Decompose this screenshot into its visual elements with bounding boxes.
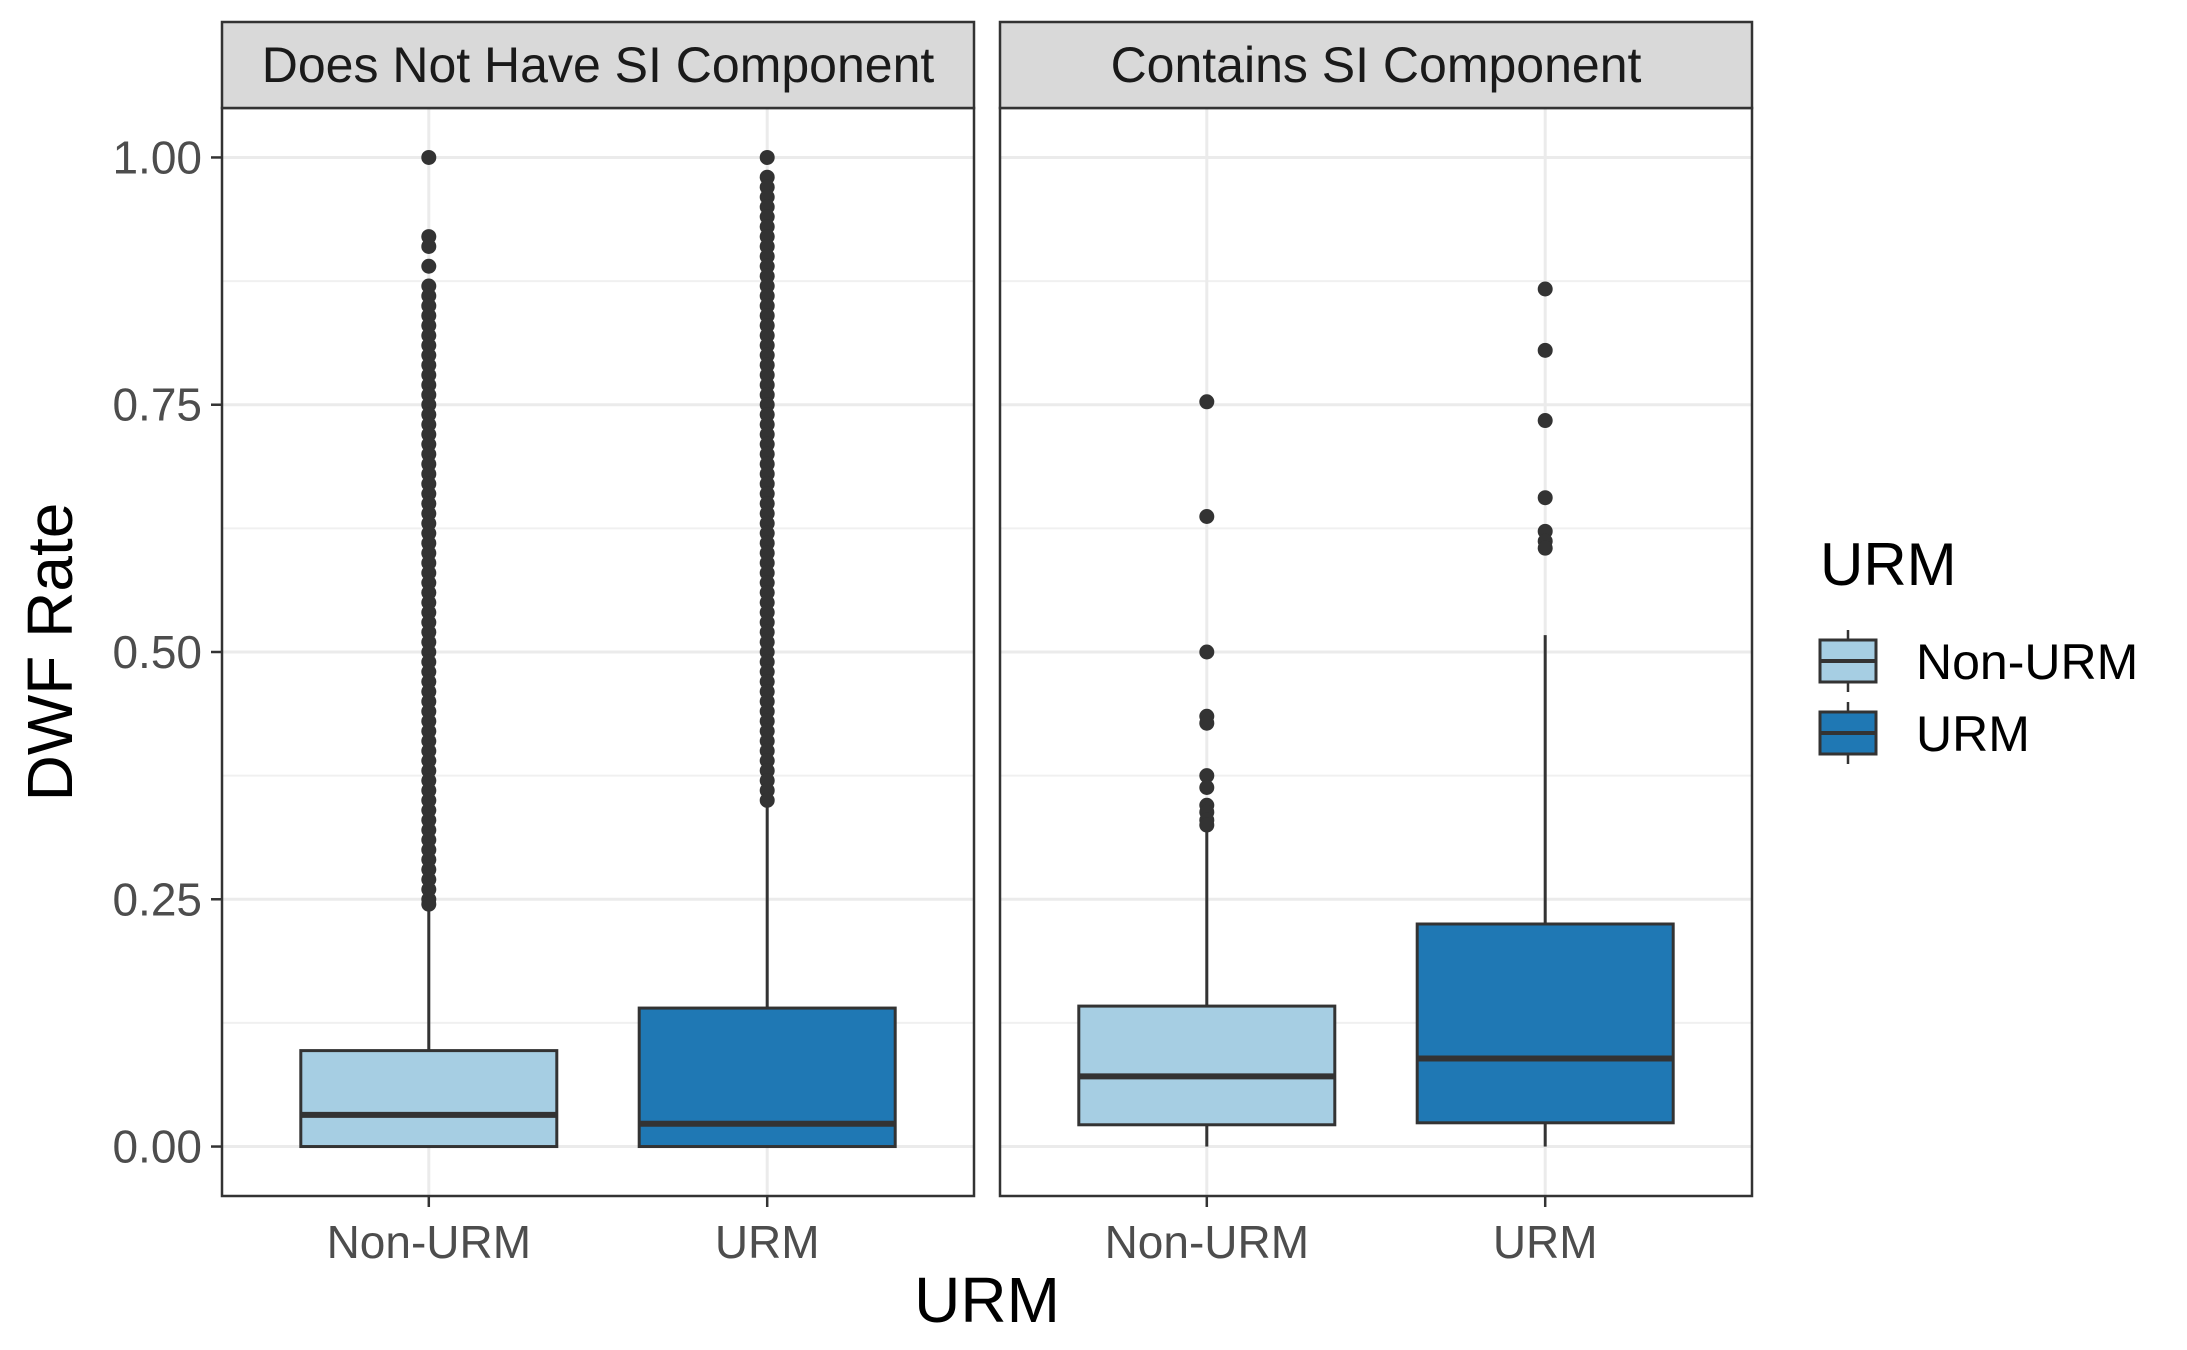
outlier-point [1537,342,1553,358]
outlier-point [759,149,775,165]
facet-strip [998,20,1754,110]
legend-title: URM [1820,531,1957,598]
facet-title: Contains SI Component [1111,37,1642,93]
legend-label: URM [1916,706,2030,762]
legend-label: Non-URM [1916,634,2138,690]
box-iqr [299,1049,559,1149]
x-tick-label: Non-URM [327,1216,531,1268]
outlier-point [1199,817,1215,833]
outlier-point [1537,413,1553,429]
x-tick-label: URM [1493,1216,1598,1268]
y-tick-label: 0.00 [112,1121,202,1173]
outlier-point [1199,715,1215,731]
outlier-point [421,896,437,912]
box-iqr [1415,922,1675,1125]
outlier-point [1199,394,1215,410]
outlier-point [1199,768,1215,784]
y-tick-label: 1.00 [112,131,202,183]
outlier-point [1537,540,1553,556]
x-tick-label: URM [715,1216,820,1268]
outlier-point [1199,644,1215,660]
outlier-point [1537,490,1553,506]
outlier-point [421,238,437,254]
facet-strip [220,20,976,110]
y-tick-label: 0.25 [112,873,202,925]
outlier-point [1199,780,1215,796]
y-tick-label: 0.75 [112,379,202,431]
box-iqr [1077,1004,1337,1127]
outlier-point [1537,281,1553,297]
x-axis-title: URM [914,1264,1060,1336]
outlier-point [421,258,437,274]
outlier-point [421,149,437,165]
x-tick-label: Non-URM [1105,1216,1309,1268]
y-tick-label: 0.50 [112,626,202,678]
outlier-point [759,792,775,808]
y-axis-title: DWF Rate [14,503,86,802]
outlier-point [1199,508,1215,524]
facet-title: Does Not Have SI Component [262,37,935,93]
